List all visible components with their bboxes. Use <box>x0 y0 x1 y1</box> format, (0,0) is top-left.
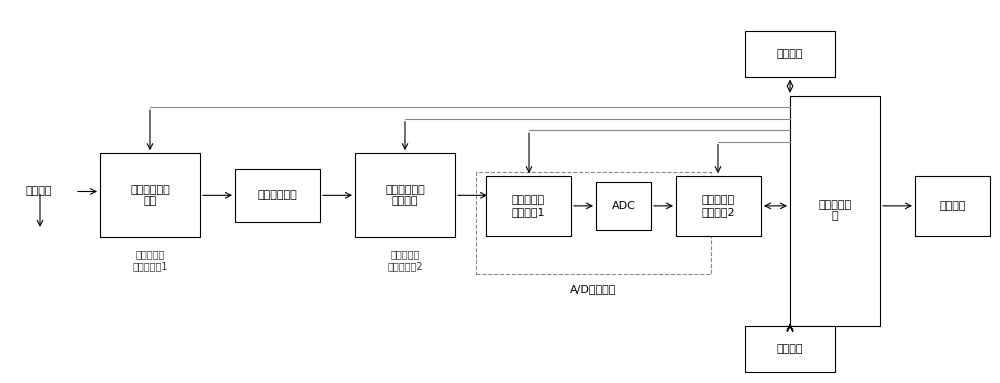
Text: 输入衰减切换
模块: 输入衰减切换 模块 <box>130 185 170 206</box>
FancyBboxPatch shape <box>486 176 571 236</box>
FancyBboxPatch shape <box>235 169 320 222</box>
Text: A/D转换模块: A/D转换模块 <box>570 284 617 294</box>
Text: 垂直灵敏度
粗调节模块1: 垂直灵敏度 粗调节模块1 <box>132 250 168 271</box>
Text: 数字控制可变
增益模块: 数字控制可变 增益模块 <box>385 185 425 206</box>
Text: 垂直灵敏度
细调模块1: 垂直灵敏度 细调模块1 <box>512 195 545 217</box>
Text: 输入级冲模块: 输入级冲模块 <box>258 190 297 200</box>
Text: 显示模块: 显示模块 <box>939 201 966 211</box>
FancyBboxPatch shape <box>100 153 200 237</box>
Text: 垂直灵敏度
细调模块2: 垂直灵敏度 细调模块2 <box>702 195 735 217</box>
FancyBboxPatch shape <box>745 326 835 372</box>
Text: ADC: ADC <box>612 201 635 211</box>
FancyBboxPatch shape <box>355 153 455 237</box>
FancyBboxPatch shape <box>596 182 651 230</box>
Text: 垂直灵敏度
粗调节模块2: 垂直灵敏度 粗调节模块2 <box>387 250 423 271</box>
FancyBboxPatch shape <box>745 31 835 77</box>
Text: 存储模块: 存储模块 <box>777 49 803 59</box>
Text: 输入模块: 输入模块 <box>777 344 803 354</box>
FancyBboxPatch shape <box>915 176 990 236</box>
FancyBboxPatch shape <box>676 176 761 236</box>
FancyBboxPatch shape <box>790 96 880 326</box>
Text: 信号输入: 信号输入 <box>25 187 52 196</box>
Text: 控制处理模
块: 控制处理模 块 <box>818 200 852 221</box>
